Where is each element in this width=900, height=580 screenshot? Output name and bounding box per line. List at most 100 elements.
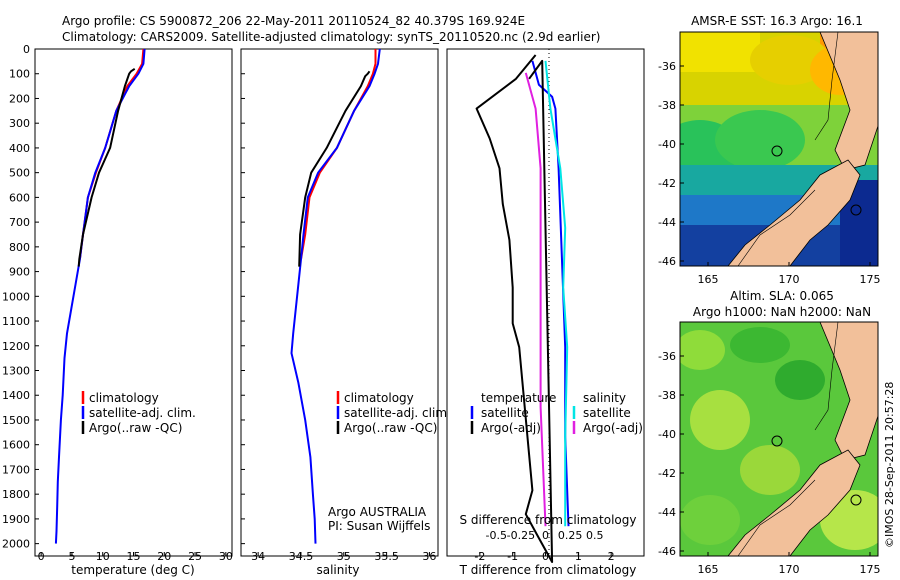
annotation-pi: PI: Susan Wijffels: [328, 519, 430, 533]
difference-tick-label: -1: [507, 550, 518, 563]
sla-field: [680, 322, 878, 556]
series-line-argo-raw-qc-: [77, 67, 136, 267]
temperature-x-ticks: 0 5 10 15 20 25 30: [38, 550, 233, 563]
salinity-tick-label: 34.5: [289, 550, 314, 563]
depth-tick-label: 1600: [2, 439, 30, 452]
map-lat-tick-label: -42: [658, 177, 676, 190]
temperature-tick-label: 15: [127, 550, 141, 563]
salinity-tick-label: 36: [422, 550, 436, 563]
temperature-series: [54, 48, 146, 544]
temperature-tick-label: 30: [219, 550, 233, 563]
annotation-argo-australia: Argo AUSTRALIA: [328, 505, 427, 519]
depth-tick-label: 600: [9, 191, 30, 204]
depth-tick-label: 1500: [2, 414, 30, 427]
salinity-x-ticks: 34 34.5 35 35.5 36: [241, 48, 436, 563]
salinity-tick-label: 34: [251, 550, 265, 563]
difference-tick-label: -2: [474, 550, 485, 563]
sst-reference-marker: [850, 204, 862, 216]
salinity-difference-tick-label: 0.25: [558, 529, 583, 542]
sst-field: [680, 32, 878, 266]
map-lat-tick-label: -38: [658, 389, 676, 402]
sst-map-title: AMSR-E SST: 16.3 Argo: 16.1: [691, 14, 863, 28]
salinity-panel: 34 34.5 35 35.5 36 salinity climatology sate…: [240, 48, 451, 577]
map-lat-tick-label: -44: [658, 216, 676, 229]
difference-top-xlabel: S difference from climatology: [460, 513, 637, 527]
map-lat-tick-label: -42: [658, 467, 676, 480]
depth-tick-label: 500: [9, 167, 30, 180]
series-line-satellite-adj-clim-: [290, 48, 381, 544]
depth-tick-label: 900: [9, 266, 30, 279]
sst-argo-marker: [771, 145, 783, 157]
depth-tick-label: 400: [9, 142, 30, 155]
map-lon-tick-label: 175: [860, 563, 881, 576]
map-lat-tick-label: -46: [658, 255, 676, 268]
depth-tick-label: 200: [9, 92, 30, 105]
temperature-tick-label: 10: [96, 550, 110, 563]
legend-s-argo: Argo(-adj): [583, 421, 643, 435]
salinity-difference-tick-label: -0.5: [486, 529, 507, 542]
figure-title-line1: Argo profile: CS 5900872_206 22-May-2011…: [62, 14, 526, 28]
difference-panel: -2 -1 0 1 2 -0.5 -0.25 0 0.25 0.5 S difference fr…: [446, 48, 645, 577]
map-lon-tick-label: 165: [698, 563, 719, 576]
legend-t-argo: Argo(-adj): [481, 421, 541, 435]
sla-map-ticks: 165 170 175 -36 -38 -40 -42 -44 -46: [658, 350, 880, 576]
difference-xlabel: T difference from climatology: [459, 563, 637, 577]
legend-temperature-heading: temperature: [481, 391, 556, 405]
legend-satellite: satellite-adj. clim.: [89, 406, 196, 420]
depth-tick-label: 1200: [2, 340, 30, 353]
salinity-difference-tick-label: 0.5: [586, 529, 604, 542]
temperature-panel: 0100200300400500600700800900100011001200…: [2, 43, 233, 577]
salinity-difference-tick-label: 0: [542, 529, 549, 542]
depth-tick-label: 1100: [2, 315, 30, 328]
sst-map-ticks: 165 170 175 -36 -38 -40 -42 -44 -46: [658, 60, 880, 286]
temperature-tick-label: 25: [188, 550, 202, 563]
salinity-difference-tick-label: -0.25: [507, 529, 535, 542]
depth-axis-ticks: 0 100 200 300 400 500 600 700 800 900 1000 1100 1200…: [2, 43, 39, 551]
salinity-tick-label: 35.5: [374, 550, 399, 563]
map-lon-tick-label: 175: [860, 273, 881, 286]
difference-legend: temperature satellite Argo(-adj) salinit…: [470, 391, 643, 435]
map-lat-tick-label: -40: [658, 428, 676, 441]
difference-tick-label: 0: [542, 550, 549, 563]
sst-map: AMSR-E SST: 16.3 Argo: 16.1 165 170 175 -36…: [658, 14, 880, 286]
temperature-tick-label: 20: [157, 550, 171, 563]
map-lon-tick-label: 170: [779, 273, 800, 286]
depth-tick-label: 1400: [2, 389, 30, 402]
legend-salinity-heading: salinity: [583, 391, 626, 405]
map-lat-tick-label: -38: [658, 99, 676, 112]
salinity-xlabel: salinity: [316, 563, 359, 577]
depth-tick-label: 700: [9, 216, 30, 229]
sla-map-title: Altim. SLA: 0.065: [730, 289, 834, 303]
depth-tick-label: 1300: [2, 365, 30, 378]
depth-tick-label: 800: [9, 241, 30, 254]
map-lat-tick-label: -44: [658, 506, 676, 519]
legend-climatology: climatology: [89, 391, 159, 405]
difference-tick-label: 1: [575, 550, 582, 563]
series-line-argo-raw-qc-: [298, 70, 371, 267]
depth-tick-label: 0: [23, 43, 30, 56]
depth-tick-label: 1700: [2, 463, 30, 476]
sla-map: Altim. SLA: 0.065 Argo h1000: NaN h2000:…: [658, 289, 880, 576]
salinity-legend: climatology satellite-adj. clim. Argo(..…: [336, 391, 451, 435]
depth-tick-label: 1900: [2, 513, 30, 526]
salinity-tick-label: 35: [337, 550, 351, 563]
series-line-salinity-argo-adj-: [524, 72, 547, 527]
difference-x-ticks: -2 -1 0 1 2 -0.5 -0.25 0 0.25 0.5: [474, 529, 614, 563]
series-line-temperature-argo-adj-: [475, 54, 554, 563]
map-lat-tick-label: -46: [658, 545, 676, 558]
map-lon-tick-label: 165: [698, 273, 719, 286]
legend-argo: Argo(..raw -QC): [344, 421, 437, 435]
figure-title-line2: Climatology: CARS2009. Satellite-adjuste…: [62, 30, 601, 44]
depth-tick-label: 300: [9, 117, 30, 130]
difference-tick-label: 2: [608, 550, 615, 563]
map-lat-tick-label: -40: [658, 138, 676, 151]
depth-tick-label: 100: [9, 68, 30, 81]
difference-axes-box: [446, 48, 645, 557]
series-line-satellite-adj-clim-: [54, 48, 146, 544]
legend-climatology: climatology: [344, 391, 414, 405]
legend-t-satellite: satellite: [481, 406, 529, 420]
temperature-legend: climatology satellite-adj. clim. Argo(..…: [81, 391, 196, 435]
legend-argo: Argo(..raw -QC): [89, 421, 182, 435]
difference-series: [475, 54, 570, 563]
